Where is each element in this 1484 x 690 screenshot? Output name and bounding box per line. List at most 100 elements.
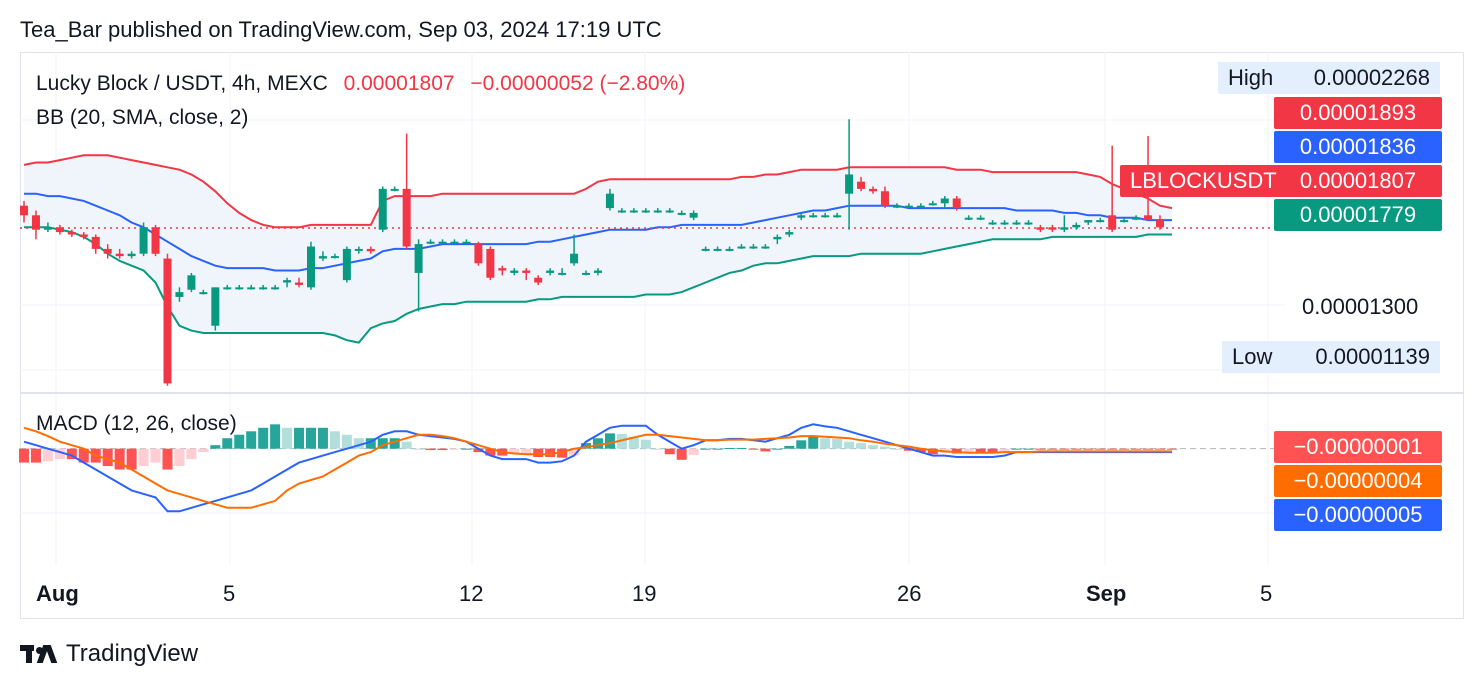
macd-histogram-bar: [784, 445, 795, 449]
candle-body: [139, 227, 148, 254]
macd-line: [23, 423, 1172, 513]
candle-body: [366, 248, 375, 252]
macd-histogram-bar: [186, 448, 197, 460]
macd-histogram-bar: [688, 448, 699, 455]
candle-body: [103, 248, 112, 254]
macd-histogram-bar: [353, 438, 364, 449]
candle-body: [785, 232, 794, 235]
macd-title: MACD (12, 26, close): [36, 412, 237, 435]
candle-body: [31, 215, 40, 230]
candle-body: [713, 248, 722, 251]
candle-body: [797, 215, 806, 218]
candle-body: [629, 210, 638, 213]
macd-histogram-bar: [1011, 448, 1022, 450]
macd-histogram-bar: [557, 448, 568, 458]
macd-histogram-bar: [891, 448, 902, 450]
macd-histogram-bar: [126, 448, 137, 470]
tradingview-footer[interactable]: TradingView: [20, 640, 198, 668]
macd-histogram-bar: [1107, 448, 1118, 450]
candle-body: [342, 248, 351, 281]
bb-title: BB (20, SMA, close, 2): [36, 106, 249, 129]
publisher-line: Tea_Bar published on TradingView.com, Se…: [20, 17, 662, 42]
macd-histogram-bar: [1166, 448, 1177, 450]
macd-histogram-bar: [246, 431, 257, 449]
macd-histogram-bar: [282, 427, 293, 449]
candle-body: [1024, 222, 1033, 225]
macd-histogram-bar: [592, 438, 603, 449]
macd-histogram-bar: [341, 434, 352, 449]
high-label: High: [1228, 65, 1274, 90]
candle-body: [1072, 224, 1081, 228]
bollinger-band-fill: [24, 155, 1172, 343]
candle-body: [450, 241, 459, 244]
macd-histogram-bar: [42, 448, 53, 462]
candle-body: [940, 198, 949, 204]
candle-body: [20, 205, 28, 216]
time-tick-12: 12: [459, 581, 484, 606]
macd-histogram-bar: [305, 427, 316, 449]
candle-body: [1096, 220, 1105, 223]
macd-histogram-bar: [66, 448, 77, 460]
candle-body: [761, 246, 770, 249]
candle-body: [653, 210, 662, 213]
symbol-title: Lucky Block / USDT, 4h, MEXC: [36, 72, 328, 95]
macd-histogram-bar: [174, 448, 185, 467]
candle-body: [378, 188, 387, 230]
macd-histogram-bar: [389, 438, 400, 449]
macd-histogram-bar: [294, 427, 305, 449]
candle-body: [79, 234, 88, 237]
bb-upper-line: [23, 154, 1173, 229]
candle-body: [115, 253, 124, 257]
macd-histogram-bar: [485, 448, 496, 456]
macd-legend[interactable]: MACD (12, 26, close): [36, 412, 247, 436]
change-legend: −0.00000052 (−2.80%): [470, 72, 686, 95]
candle-body: [725, 248, 734, 251]
candle-body: [283, 280, 292, 283]
candle-body: [235, 287, 244, 290]
candle-body: [928, 203, 937, 206]
macd-histogram-bar: [999, 448, 1010, 453]
macd-histogram-bar: [1023, 448, 1034, 450]
macd-histogram-bar: [258, 427, 269, 449]
bb-legend[interactable]: BB (20, SMA, close, 2): [36, 106, 258, 130]
macd-histogram-bar: [270, 424, 281, 449]
macd-histogram-bar: [198, 448, 209, 453]
macd-histogram-bar: [975, 448, 986, 453]
candle-body: [1108, 215, 1117, 230]
candle-body: [677, 212, 686, 215]
candle-body: [259, 287, 268, 290]
macd-line-tag: −0.00000005: [1274, 499, 1442, 531]
symbol-legend[interactable]: Lucky Block / USDT, 4h, MEXC 0.00001807 …: [36, 72, 695, 96]
macd-histogram-bar: [1143, 448, 1154, 450]
macd-histogram-bar: [879, 446, 890, 449]
macd-histogram-bar: [1131, 448, 1142, 450]
candle-body: [916, 205, 925, 208]
ticker-tag: LBLOCKUSDT: [1120, 165, 1287, 197]
candle-body: [462, 241, 471, 244]
macd-histogram-bar: [736, 447, 747, 449]
candle-body: [43, 227, 52, 230]
candle-body: [498, 268, 507, 271]
candle-body: [55, 227, 64, 233]
macd-histogram-bar: [150, 448, 161, 463]
candle-body: [976, 217, 985, 220]
candle-body: [163, 258, 172, 384]
candle-body: [486, 248, 495, 278]
macd-histogram-bar: [820, 438, 831, 449]
macd-histogram-bar: [915, 448, 926, 453]
macd-histogram-bar: [365, 438, 376, 449]
macd-histogram-tag: −0.00000001: [1274, 431, 1442, 463]
candle-body: [1048, 227, 1057, 230]
candle-body: [892, 205, 901, 208]
macd-histogram-bar: [377, 438, 388, 449]
macd-histogram-bar: [569, 448, 580, 456]
macd-histogram-bar: [832, 438, 843, 449]
candle-body: [749, 246, 758, 249]
candle-body: [318, 256, 327, 259]
candle-body: [773, 236, 782, 240]
candle-body: [952, 198, 961, 209]
candle-body: [833, 215, 842, 218]
macd-histogram-bar: [700, 448, 711, 450]
candle-body: [127, 253, 136, 257]
